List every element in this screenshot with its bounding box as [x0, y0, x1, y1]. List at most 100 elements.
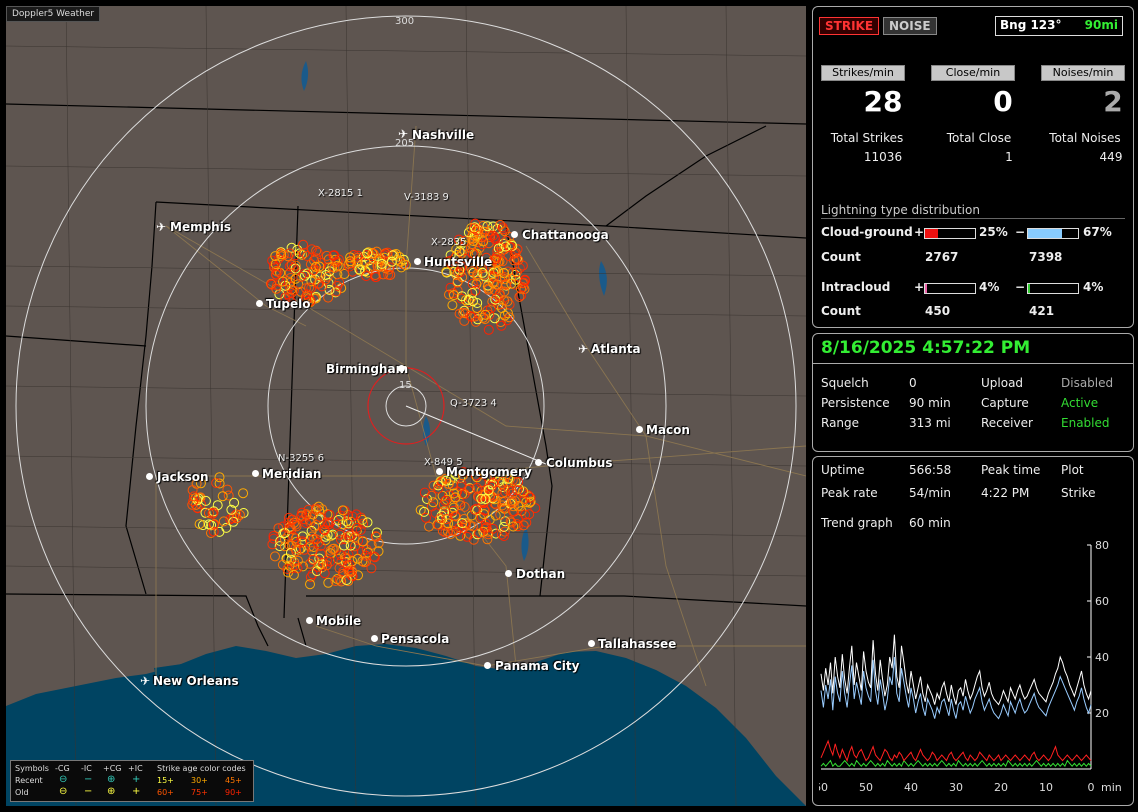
upload-value: Disabled [1061, 376, 1114, 390]
strike-marker [454, 522, 465, 533]
strike-marker [317, 281, 327, 292]
trend-series-line [820, 739, 1092, 763]
strike-marker [193, 493, 204, 504]
strike-marker [513, 477, 524, 487]
strike-marker [357, 546, 368, 557]
x-tick-label: 20 [994, 781, 1008, 794]
airport-icon: ✈ [140, 674, 151, 688]
peak-time-label: Peak time [981, 463, 1041, 477]
map-title: Doppler5 Weather [6, 6, 101, 22]
map-canvas[interactable] [6, 6, 806, 806]
cloud-ground-label: Cloud-ground [821, 225, 913, 239]
strike-marker [434, 478, 445, 489]
strike-marker [472, 271, 483, 282]
recent-neg-cg-symbol: ⊖ [59, 774, 68, 785]
strike-marker [302, 268, 313, 279]
strike-marker [329, 262, 340, 273]
close-per-min-button[interactable]: Close/min [931, 65, 1015, 81]
total-strikes-value: 11036 [863, 150, 903, 164]
strike-marker [463, 251, 474, 262]
strike-marker [282, 564, 293, 574]
strike-marker [513, 255, 524, 265]
plot-value[interactable]: Strike [1061, 486, 1096, 500]
strike-marker [508, 506, 518, 517]
strike-marker [471, 279, 482, 290]
strike-marker [488, 492, 499, 503]
persistence-value: 90 min [909, 396, 951, 410]
strike-marker [447, 525, 458, 536]
y-tick-label: 80 [1095, 541, 1109, 552]
strike-marker [440, 527, 451, 538]
strike-marker [311, 245, 322, 256]
strike-marker [525, 492, 536, 503]
symbol-legend: Symbols -CG -IC +CG +IC Strike age color… [10, 760, 254, 802]
strike-marker [308, 265, 319, 276]
strike-marker [270, 551, 280, 562]
lightning-map[interactable]: Doppler5 Weather 300 205 15 X-2815 1 V-3… [6, 6, 806, 806]
strike-marker [478, 312, 489, 323]
strike-tag[interactable]: STRIKE [819, 17, 880, 35]
x-tick-label: 10 [1039, 781, 1053, 794]
city-label-montgomery: Montgomery [446, 465, 532, 479]
ic-negative-bar [1027, 283, 1079, 294]
city-label-mobile: Mobile [316, 614, 362, 628]
strike-marker [319, 568, 330, 579]
city-dot [414, 258, 421, 265]
divider [821, 218, 1125, 219]
legend-old-label: Old [15, 788, 29, 797]
strike-marker [444, 289, 454, 300]
strike-marker [278, 276, 288, 287]
strike-marker [496, 529, 507, 540]
strike-marker [305, 295, 316, 306]
strike-marker [313, 538, 323, 548]
bearing-box: Bng 123° 90mi [995, 16, 1123, 36]
strike-marker [297, 249, 307, 260]
strike-marker [460, 235, 471, 246]
strike-marker [226, 504, 237, 515]
strike-marker [187, 485, 198, 496]
strike-marker [511, 267, 522, 278]
strike-marker [297, 531, 308, 542]
strike-marker [339, 540, 349, 551]
strike-marker [451, 249, 462, 260]
noises-per-min-button[interactable]: Noises/min [1041, 65, 1125, 81]
strike-marker [200, 507, 211, 518]
strike-marker [472, 472, 482, 483]
strike-marker [469, 222, 480, 233]
strike-marker [458, 467, 469, 478]
ic-negative-count: 421 [1029, 304, 1055, 318]
strike-marker [497, 488, 508, 499]
strike-marker [223, 490, 234, 501]
strike-marker [335, 550, 346, 561]
noise-tag[interactable]: NOISE [883, 17, 937, 35]
strike-marker [346, 516, 357, 527]
strike-marker [352, 553, 363, 564]
range-value: 90mi [1084, 18, 1118, 32]
strike-marker [505, 516, 516, 527]
x-axis-label: min [1101, 781, 1122, 794]
strike-marker [448, 502, 459, 513]
cell-label: Q-3723 4 [450, 398, 497, 409]
strike-marker [222, 484, 233, 495]
cg-negative-bar [1027, 228, 1079, 239]
strike-marker [300, 270, 310, 281]
strike-marker [288, 569, 299, 580]
county-lines [6, 6, 806, 806]
squelch-value: 0 [909, 376, 917, 390]
city-dot [146, 473, 153, 480]
strike-marker [305, 579, 315, 590]
strike-marker [459, 519, 470, 530]
strikes-per-min-button[interactable]: Strikes/min [821, 65, 905, 81]
recent-pos-ic-symbol: + [132, 774, 141, 785]
strike-marker [512, 485, 523, 496]
strike-marker [218, 516, 229, 527]
strike-marker [483, 283, 494, 294]
strike-marker [507, 496, 518, 507]
strike-marker [465, 483, 475, 494]
ring-label-300: 300 [395, 16, 415, 27]
strike-marker [451, 526, 462, 537]
strike-marker [468, 236, 479, 246]
old-neg-ic-symbol: − [84, 786, 93, 797]
cg-positive-pct: 25% [979, 225, 1008, 239]
strike-marker [332, 281, 343, 291]
